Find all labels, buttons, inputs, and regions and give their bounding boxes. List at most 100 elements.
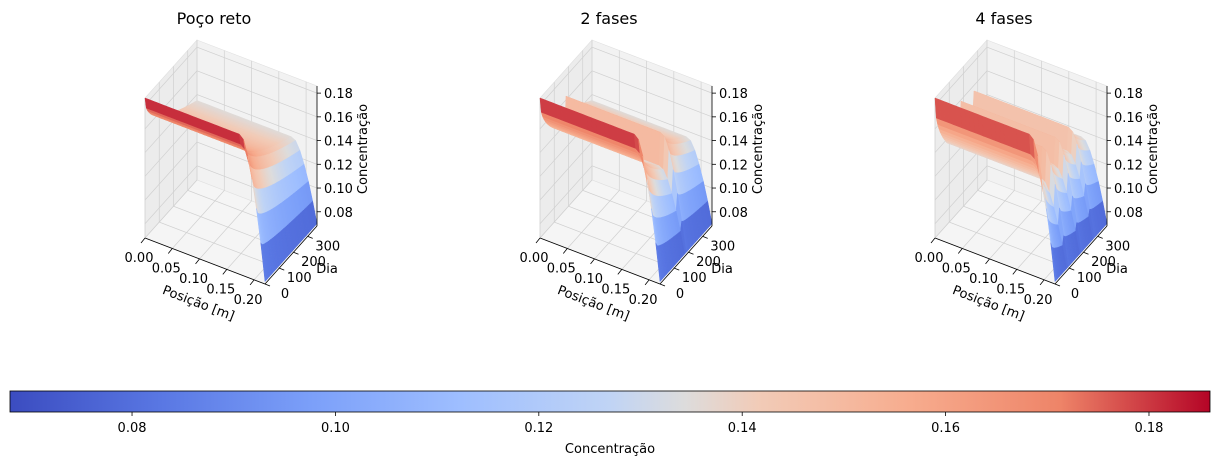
z-tick-label: 0.08 bbox=[719, 206, 748, 221]
z-tick-label: 0.10 bbox=[1114, 182, 1143, 197]
x-tick-label: 0.00 bbox=[915, 251, 944, 266]
y-tick-mark bbox=[307, 235, 313, 239]
x-tick-mark bbox=[222, 269, 228, 275]
subplot-title: 2 fases bbox=[580, 9, 637, 28]
y-tick-mark bbox=[1069, 267, 1075, 271]
y-axis-line bbox=[659, 225, 713, 285]
x-tick-label: 0.10 bbox=[969, 272, 998, 287]
x-tick-mark bbox=[617, 269, 623, 275]
grid-line bbox=[934, 46, 1108, 106]
x-tick-label: 0.20 bbox=[1024, 293, 1053, 308]
y-tick-label: 100 bbox=[682, 271, 707, 286]
y-tick-label: 0 bbox=[1071, 287, 1079, 302]
x-tick-label: 0.15 bbox=[601, 282, 630, 297]
x-tick-mark bbox=[195, 258, 200, 265]
x-tick-mark bbox=[167, 248, 173, 254]
y-tick-label: 0 bbox=[676, 287, 684, 302]
grid-line bbox=[594, 60, 647, 260]
z-tick-label: 0.10 bbox=[719, 182, 748, 197]
z-tick-label: 0.18 bbox=[1114, 87, 1143, 102]
y-axis-label: Dia bbox=[1106, 262, 1128, 277]
y-tick-mark bbox=[279, 267, 285, 271]
grid-line bbox=[553, 82, 675, 269]
x-axis-line bbox=[934, 237, 1056, 285]
y-tick-mark bbox=[674, 267, 680, 271]
surface-patch bbox=[655, 242, 662, 283]
grid-line bbox=[539, 46, 713, 106]
x-tick-label: 0.20 bbox=[629, 293, 658, 308]
colorbar-tick-label: 0.18 bbox=[1135, 421, 1164, 436]
y-tick-mark bbox=[264, 283, 271, 287]
colorbar-tick-label: 0.12 bbox=[524, 421, 553, 436]
z-tick-label: 0.10 bbox=[324, 182, 353, 197]
y-tick-label: 300 bbox=[1105, 239, 1130, 254]
colorbar-tick-label: 0.10 bbox=[321, 421, 350, 436]
z-tick-label: 0.12 bbox=[1114, 158, 1143, 173]
z-axis-label: Concentração bbox=[1146, 104, 1161, 194]
grid-line bbox=[539, 40, 593, 239]
x-tick-label: 0.05 bbox=[152, 261, 181, 276]
x-tick-mark bbox=[590, 258, 595, 265]
x-tick-label: 0.00 bbox=[520, 251, 549, 266]
x-tick-mark bbox=[535, 237, 541, 244]
y-tick-label: 200 bbox=[301, 255, 326, 270]
surface-patch bbox=[1050, 242, 1057, 283]
grid-line bbox=[144, 94, 318, 153]
y-tick-mark bbox=[659, 283, 666, 287]
z-tick-label: 0.14 bbox=[324, 135, 353, 150]
x-tick-mark bbox=[1012, 269, 1018, 275]
colorbar-ticks: 0.08 0.10 0.12 0.14 0.16 0.18 bbox=[118, 412, 1164, 436]
x-tick-label: 0.00 bbox=[125, 251, 154, 266]
grid-line bbox=[567, 50, 620, 249]
z-tick-label: 0.12 bbox=[324, 158, 353, 173]
surface-patch bbox=[260, 241, 267, 283]
x-tick-mark bbox=[562, 248, 568, 254]
z-tick-label: 0.16 bbox=[1114, 111, 1143, 126]
z-tick-label: 0.18 bbox=[324, 87, 353, 102]
z-tick-label: 0.18 bbox=[719, 87, 748, 102]
x-tick-label: 0.05 bbox=[942, 261, 971, 276]
z-axis-label: Concentração bbox=[751, 104, 766, 194]
z-tick-label: 0.14 bbox=[1114, 135, 1143, 150]
x-tick-label: 0.15 bbox=[996, 282, 1025, 297]
colorbar: 0.08 0.10 0.12 0.14 0.16 0.18 Concentração bbox=[9, 390, 1211, 457]
colorbar-tick-label: 0.16 bbox=[931, 421, 960, 436]
y-tick-label: 300 bbox=[315, 239, 340, 254]
z-tick-label: 0.14 bbox=[719, 135, 748, 150]
subplot-title: 4 fases bbox=[975, 9, 1032, 28]
x-tick-label: 0.10 bbox=[574, 272, 603, 287]
y-tick-label: 100 bbox=[287, 271, 312, 286]
z-tick-label: 0.16 bbox=[324, 111, 353, 126]
colorbar-tick-label: 0.08 bbox=[118, 421, 147, 436]
y-tick-mark bbox=[688, 251, 694, 255]
y-tick-mark bbox=[1054, 283, 1061, 287]
x-axis-line bbox=[144, 237, 266, 285]
x-tick-mark bbox=[957, 248, 963, 254]
grid-line bbox=[989, 60, 1042, 260]
y-tick-mark bbox=[702, 235, 708, 239]
grid-line bbox=[172, 50, 225, 249]
colorbar-gradient bbox=[9, 390, 1211, 413]
y-axis-line bbox=[264, 225, 318, 285]
y-axis-label: Dia bbox=[711, 262, 733, 277]
grid-line bbox=[539, 94, 713, 153]
x-tick-mark bbox=[985, 258, 990, 265]
y-axis-line bbox=[1054, 225, 1108, 285]
x-tick-label: 0.10 bbox=[179, 272, 208, 287]
x-tick-label: 0.05 bbox=[547, 261, 576, 276]
y-tick-mark bbox=[1083, 251, 1089, 255]
y-axis-label: Dia bbox=[316, 262, 338, 277]
z-tick-label: 0.08 bbox=[1114, 206, 1143, 221]
grid-line bbox=[199, 60, 252, 260]
subplot-title: Poço reto bbox=[177, 9, 252, 28]
y-tick-label: 100 bbox=[1077, 271, 1102, 286]
colorbar-label: Concentração bbox=[565, 442, 655, 457]
y-tick-label: 200 bbox=[1091, 255, 1116, 270]
x-tick-mark bbox=[930, 237, 936, 244]
x-tick-label: 0.15 bbox=[206, 282, 235, 297]
y-tick-mark bbox=[1097, 235, 1103, 239]
